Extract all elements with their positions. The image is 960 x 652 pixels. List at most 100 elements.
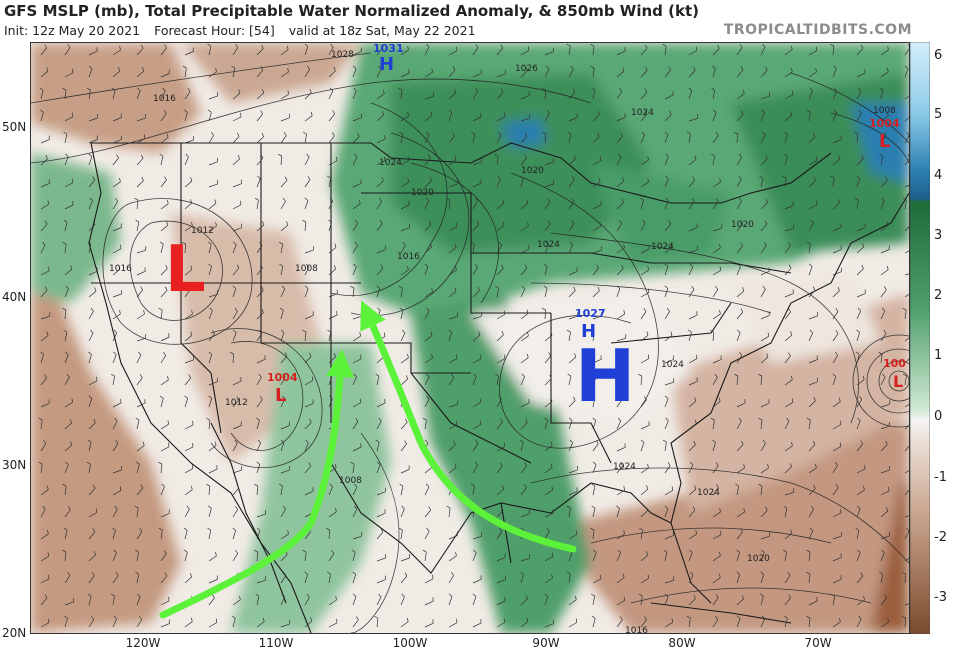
- pressure-letter: H: [379, 54, 394, 75]
- wind-barb-flag: [139, 527, 143, 532]
- wind-barb-flag: [546, 527, 550, 532]
- wind-barb: [352, 182, 362, 188]
- wind-barb-flag: [737, 263, 741, 267]
- isobar-label: 1008: [873, 106, 896, 116]
- wind-barb-flag: [691, 198, 695, 202]
- wind-barb-flag: [665, 175, 669, 179]
- wind-barb: [784, 94, 794, 100]
- wind-barb: [256, 178, 261, 188]
- wind-barb-flag: [879, 571, 883, 575]
- wind-barb-flag: [617, 417, 622, 422]
- map-svg: 1028 1026 1016 1012 1016 1008 1012 1024 …: [31, 43, 909, 633]
- wind-barb-flag: [862, 243, 865, 248]
- wind-barb-flag: [140, 286, 143, 291]
- wind-barb: [472, 376, 477, 386]
- wind-barb-flag: [733, 131, 738, 135]
- wind-barb-flag: [858, 87, 862, 92]
- wind-barb-flag: [254, 197, 259, 201]
- wind-barb: [640, 510, 648, 518]
- wind-barb-flag: [135, 549, 139, 553]
- wind-barb-flag: [666, 307, 670, 312]
- wind-barb: [448, 424, 458, 430]
- wind-barb-flag: [711, 65, 716, 69]
- isobar-label: 1024: [651, 242, 674, 252]
- wind-barb-flag: [46, 485, 49, 490]
- wind-barb-flag: [167, 375, 169, 380]
- wind-barb-flag: [591, 615, 596, 619]
- wind-barb-flag: [255, 593, 260, 597]
- wind-barb: [496, 156, 499, 166]
- wind-barb: [880, 444, 888, 452]
- wind-barb-flag: [67, 44, 71, 48]
- wind-barb: [376, 114, 384, 122]
- wind-barb-flag: [641, 131, 645, 136]
- wind-barb: [400, 530, 403, 540]
- wind-barb: [112, 376, 115, 386]
- wind-barb: [688, 90, 693, 100]
- wind-barb-flag: [430, 111, 433, 116]
- wind-barb-flag: [883, 330, 887, 334]
- wind-barb: [280, 425, 290, 430]
- wind-barb-flag: [135, 219, 139, 223]
- wind-barb-flag: [236, 396, 240, 401]
- wind-barb: [448, 183, 458, 188]
- wind-barb: [184, 243, 187, 254]
- wind-barb-flag: [383, 332, 386, 337]
- wind-barb: [160, 179, 167, 188]
- wind-barb: [736, 157, 742, 166]
- wind-barb-flag: [287, 530, 289, 535]
- wind-barb-flag: [694, 419, 697, 424]
- wind-barb: [280, 332, 285, 342]
- wind-barb: [880, 333, 887, 342]
- wind-barb-flag: [839, 420, 842, 425]
- wind-barb-flag: [503, 618, 506, 623]
- wind-barb-flag: [281, 285, 286, 290]
- wind-barb: [448, 200, 451, 210]
- wind-barb-flag: [326, 527, 330, 531]
- wind-barb-flag: [452, 132, 455, 137]
- wind-barb-flag: [470, 483, 475, 487]
- wind-barb: [424, 71, 433, 78]
- wind-barb: [208, 354, 213, 364]
- wind-barb-flag: [693, 594, 696, 599]
- wind-barb-flag: [431, 288, 433, 293]
- wind-barb: [712, 331, 715, 342]
- wind-barb-flag: [855, 351, 860, 355]
- wind-barb: [688, 70, 696, 78]
- wind-barb: [760, 356, 769, 364]
- wind-barb: [616, 376, 622, 386]
- wind-barb: [856, 530, 860, 540]
- wind-barb: [784, 466, 792, 474]
- wind-barb: [424, 376, 430, 386]
- wind-barb-flag: [590, 329, 595, 333]
- wind-barb: [400, 204, 410, 210]
- wind-barb: [592, 420, 597, 430]
- wind-barb-flag: [644, 44, 648, 49]
- wind-barb: [496, 446, 505, 452]
- wind-barb-flag: [886, 265, 889, 270]
- wind-barb: [832, 112, 837, 122]
- wind-barb-flag: [306, 593, 310, 598]
- forecast-hour: Forecast Hour: [54]: [154, 23, 275, 38]
- wind-barb-flag: [541, 87, 546, 91]
- wind-barb: [568, 332, 571, 342]
- wind-barb: [808, 244, 811, 254]
- wind-barb: [496, 622, 505, 628]
- pressure-value: 1004: [267, 371, 298, 384]
- wind-barb-flag: [287, 90, 289, 95]
- wind-barb: [904, 376, 907, 386]
- wind-barb-flag: [736, 571, 740, 575]
- wind-barb-flag: [376, 285, 381, 289]
- wind-barb: [448, 226, 458, 232]
- wind-barb: [688, 381, 698, 386]
- wind-barb: [856, 90, 862, 100]
- wind-barb: [88, 380, 98, 386]
- wind-barb-flag: [331, 549, 335, 554]
- wind-barb: [328, 622, 338, 628]
- wind-barb-flag: [902, 197, 907, 201]
- wind-barb: [160, 336, 170, 342]
- wind-barb: [736, 93, 745, 100]
- wind-barb-flag: [163, 351, 167, 356]
- wind-barb: [112, 420, 118, 430]
- wind-barb: [88, 179, 95, 188]
